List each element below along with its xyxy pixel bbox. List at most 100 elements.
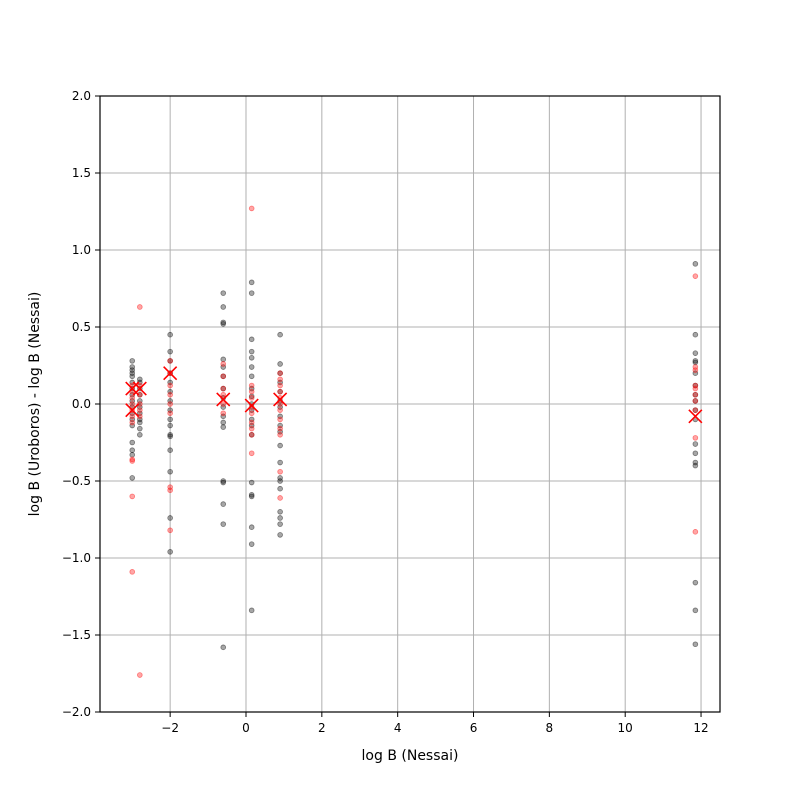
- data-point-black: [277, 508, 283, 515]
- data-point-red: [692, 391, 699, 398]
- y-tick-label: 1.5: [72, 166, 91, 180]
- data-point-black: [167, 358, 173, 364]
- data-point-black: [248, 541, 255, 547]
- data-point-black: [220, 419, 227, 426]
- data-point-black: [692, 391, 699, 398]
- data-point-black: [277, 361, 283, 367]
- data-point-black: [692, 358, 699, 364]
- data-point-red: [248, 419, 255, 426]
- data-point-black: [692, 398, 699, 404]
- data-point-red: [248, 425, 255, 432]
- data-point-red: [129, 456, 136, 463]
- data-point-black: [220, 501, 227, 507]
- data-point-red: [692, 382, 699, 389]
- data-point-black: [129, 452, 136, 458]
- data-point-black: [692, 261, 699, 267]
- data-point-black: [220, 413, 227, 420]
- data-point-black: [277, 485, 283, 492]
- data-point-red: [129, 401, 136, 407]
- data-point-black: [137, 404, 143, 410]
- y-tick-label: −1.0: [62, 551, 91, 565]
- data-point-black: [129, 416, 136, 423]
- x-tick-label: 10: [618, 721, 633, 735]
- data-point-black: [137, 398, 143, 404]
- data-point-black: [277, 521, 283, 527]
- data-point-black: [692, 382, 699, 389]
- data-point-red: [167, 484, 173, 490]
- data-point-red: [277, 382, 283, 389]
- data-point-red: [220, 361, 227, 367]
- data-point-black: [277, 388, 283, 395]
- data-point-red: [277, 468, 283, 475]
- data-point-red: [277, 425, 283, 432]
- data-point-red: [129, 419, 136, 426]
- x-axis-label: log B (Nessai): [362, 748, 459, 764]
- data-point-black: [277, 379, 283, 386]
- data-point-red: [167, 410, 173, 417]
- data-point-black: [692, 579, 699, 586]
- data-point-black: [220, 479, 227, 486]
- data-point-black: [129, 364, 136, 370]
- data-point-black: [220, 644, 227, 651]
- data-point-red: [277, 416, 283, 423]
- data-point-black: [167, 416, 173, 423]
- x-tick-label: 12: [693, 721, 708, 735]
- data-point-red: [277, 376, 283, 383]
- x-tick-label: 0: [242, 721, 250, 735]
- data-point-black: [129, 447, 136, 454]
- data-point-red: [277, 407, 283, 413]
- ticks-layer: −2 0 2 4 6 8 10 12 −2.0 −1.5 −1.0 −0.5 0.0 0.5 1.0 1.5 2…: [62, 89, 709, 735]
- mean-marker-x: [125, 403, 140, 418]
- data-point-black: [692, 359, 699, 366]
- data-point-red: [129, 458, 136, 464]
- data-point-black: [220, 521, 227, 527]
- data-point-red: [220, 373, 227, 380]
- data-point-black: [129, 373, 136, 380]
- data-point-red: [167, 382, 173, 389]
- mean-marker-x: [216, 392, 231, 407]
- data-point-black: [167, 331, 173, 338]
- data-point-black: [137, 431, 143, 438]
- data-point-red: [220, 410, 227, 417]
- data-point-black: [248, 290, 255, 296]
- data-point-black: [277, 475, 283, 481]
- data-point-black: [167, 468, 173, 475]
- mean-marker-x: [132, 381, 147, 396]
- data-point-black: [220, 478, 227, 484]
- data-point-black: [277, 422, 283, 429]
- data-point-black: [692, 462, 699, 469]
- data-point-red: [248, 382, 255, 389]
- y-tick-label: 2.0: [72, 89, 91, 103]
- data-point-red: [129, 493, 136, 500]
- data-point-black: [137, 410, 143, 417]
- mean-marker-x: [163, 366, 178, 381]
- data-point-red: [692, 364, 699, 370]
- x-tick-label: 8: [546, 721, 554, 735]
- data-point-red: [692, 385, 699, 392]
- data-point-black: [692, 331, 699, 338]
- data-point-red: [277, 388, 283, 395]
- grid-layer: [100, 95, 720, 713]
- data-point-black: [277, 459, 283, 466]
- data-point-black: [248, 385, 255, 392]
- x-tick-label: 4: [394, 721, 402, 735]
- data-point-black: [220, 304, 227, 310]
- data-point-black: [220, 321, 227, 327]
- data-point-black: [692, 441, 699, 447]
- data-point-black: [137, 416, 143, 423]
- data-point-black: [167, 515, 173, 521]
- data-point-black: [220, 385, 227, 392]
- data-point-black: [167, 447, 173, 454]
- data-point-black: [277, 532, 283, 538]
- y-tick-label: −1.5: [62, 628, 91, 642]
- data-point-red: [167, 401, 173, 407]
- y-tick-label: 1.0: [72, 243, 91, 257]
- data-point-black: [167, 348, 173, 355]
- data-point-red: [248, 431, 255, 438]
- data-point-black: [248, 607, 255, 614]
- data-point-black: [248, 373, 255, 380]
- data-point-black: [167, 407, 173, 413]
- data-point-black: [220, 356, 227, 363]
- data-point-black: [692, 459, 699, 466]
- data-point-black: [129, 439, 136, 446]
